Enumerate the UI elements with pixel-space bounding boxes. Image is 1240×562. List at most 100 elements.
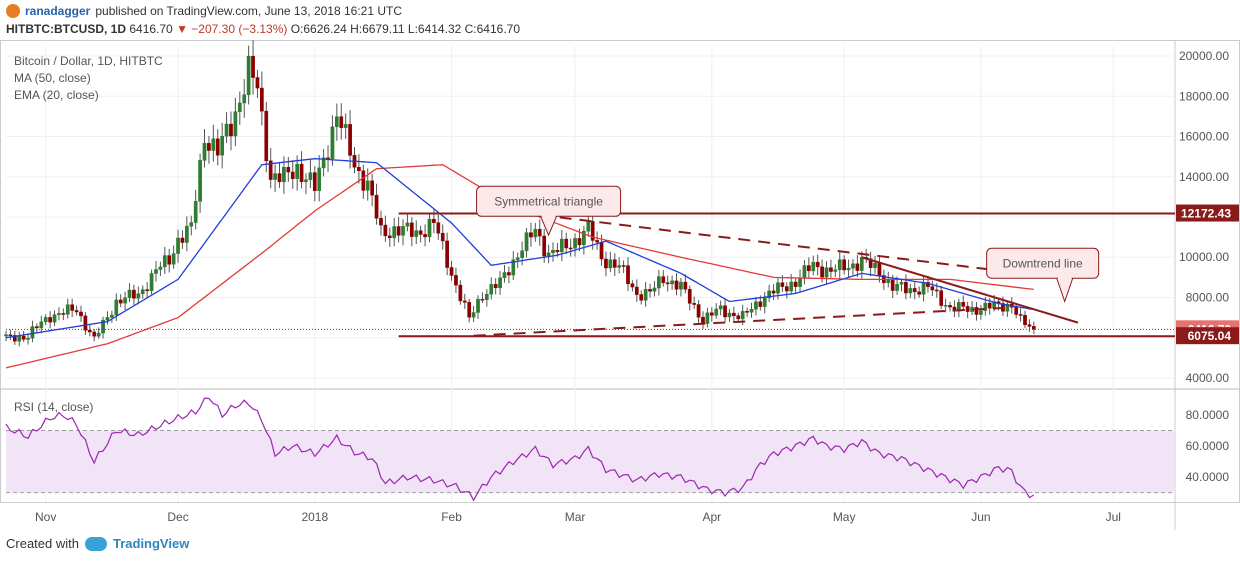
x-tick-label: Jun bbox=[971, 510, 990, 524]
callout-text: Downtrend line bbox=[1003, 256, 1083, 270]
candle-body bbox=[767, 290, 772, 299]
candle-body bbox=[255, 77, 260, 89]
candle-body bbox=[595, 240, 599, 243]
candle-body bbox=[92, 331, 97, 337]
candle-body bbox=[749, 308, 754, 313]
candle-body bbox=[873, 262, 877, 268]
candle-body bbox=[714, 308, 719, 316]
candle-body bbox=[264, 110, 269, 162]
candle-body bbox=[921, 282, 926, 295]
candle-body bbox=[930, 286, 935, 291]
candle-body bbox=[776, 282, 780, 294]
last-price: 6416.70 bbox=[129, 22, 173, 36]
candle-body bbox=[171, 253, 176, 265]
callout-box bbox=[986, 247, 1100, 279]
chart-canvas[interactable]: NovDec2018FebMarAprMayJunJul4000.006000.… bbox=[0, 40, 1240, 530]
candle-body bbox=[123, 297, 127, 304]
candle-body bbox=[246, 55, 251, 96]
candle-body bbox=[193, 201, 198, 223]
candle-body bbox=[308, 172, 313, 181]
candle-body bbox=[926, 282, 930, 287]
candle-body bbox=[96, 332, 101, 337]
candle-body bbox=[484, 293, 489, 300]
candle-body bbox=[520, 250, 524, 258]
candle-body bbox=[286, 167, 291, 173]
candle-body bbox=[723, 305, 727, 318]
candle-body bbox=[396, 226, 401, 236]
candle-body bbox=[670, 280, 674, 285]
candle-body bbox=[762, 297, 767, 307]
candle-body bbox=[515, 257, 520, 260]
candle-body bbox=[824, 267, 829, 278]
candle-body bbox=[215, 138, 220, 156]
footer: Created with TradingView bbox=[6, 536, 189, 551]
candle-body bbox=[202, 143, 207, 161]
candle-body bbox=[1018, 314, 1023, 316]
candle-body bbox=[242, 94, 247, 104]
x-tick-label: Feb bbox=[441, 510, 462, 524]
candle-body bbox=[418, 230, 423, 235]
candle-body bbox=[529, 232, 533, 238]
y-tick-label: 20000.00 bbox=[1179, 49, 1229, 63]
candle-body bbox=[436, 222, 441, 234]
candle-body bbox=[1027, 324, 1032, 327]
x-tick-label: 2018 bbox=[301, 510, 328, 524]
candle-body bbox=[39, 321, 44, 329]
candle-body bbox=[409, 222, 414, 237]
candle-body bbox=[634, 286, 639, 295]
candle-body bbox=[8, 334, 13, 337]
author-link[interactable]: ranadagger bbox=[25, 4, 91, 18]
candle-body bbox=[630, 283, 635, 288]
tradingview-link[interactable]: TradingView bbox=[112, 536, 190, 551]
candle-body bbox=[692, 303, 697, 305]
candle-body bbox=[621, 265, 626, 267]
candle-body bbox=[851, 263, 855, 269]
candle-body bbox=[1014, 306, 1019, 315]
candle-body bbox=[943, 305, 948, 307]
candle-body bbox=[974, 307, 979, 315]
candle-body bbox=[599, 241, 604, 260]
candle-body bbox=[771, 290, 776, 294]
triangle-trendline bbox=[473, 306, 1012, 337]
candle-body bbox=[304, 179, 308, 183]
x-tick-label: Apr bbox=[702, 510, 721, 524]
candle-body bbox=[229, 123, 233, 137]
candle-body bbox=[546, 252, 551, 257]
candle-body bbox=[295, 163, 299, 179]
candle-body bbox=[260, 87, 264, 112]
candle-body bbox=[665, 282, 670, 285]
tradingview-logo-icon bbox=[84, 536, 107, 551]
candle-body bbox=[440, 232, 445, 242]
candle-body bbox=[846, 267, 851, 271]
ema20-line bbox=[5, 158, 1034, 339]
price-change: ▼ −207.30 (−3.13%) bbox=[176, 22, 288, 36]
candle-body bbox=[154, 269, 158, 274]
y-tick-label: 14000.00 bbox=[1179, 170, 1229, 184]
candle-body bbox=[934, 289, 939, 292]
rsi-line bbox=[5, 397, 1035, 502]
candle-body bbox=[211, 138, 216, 151]
candle-body bbox=[511, 259, 516, 276]
candle-body bbox=[696, 304, 701, 318]
candle-body bbox=[480, 298, 485, 301]
candle-body bbox=[392, 226, 397, 239]
price-axis-tag-label: 12172.43 bbox=[1181, 207, 1231, 221]
candle-body bbox=[207, 143, 211, 151]
ema-legend: EMA (20, close) bbox=[14, 88, 99, 102]
candle-body bbox=[145, 289, 150, 291]
candle-body bbox=[176, 237, 180, 254]
candle-body bbox=[493, 284, 498, 289]
candle-body bbox=[612, 259, 617, 268]
publish-info: ranadagger published on TradingView.com,… bbox=[6, 4, 402, 18]
candle-body bbox=[471, 312, 476, 318]
candle-body bbox=[1023, 315, 1027, 325]
candle-body bbox=[555, 250, 560, 253]
candle-body bbox=[648, 289, 652, 292]
candle-body bbox=[833, 269, 838, 272]
callout-pointer bbox=[1056, 277, 1074, 304]
callout-join bbox=[1057, 276, 1072, 280]
candle-body bbox=[912, 288, 917, 293]
candle-body bbox=[449, 267, 454, 276]
candle-body bbox=[361, 170, 366, 191]
x-tick-label: Jul bbox=[1106, 510, 1121, 524]
